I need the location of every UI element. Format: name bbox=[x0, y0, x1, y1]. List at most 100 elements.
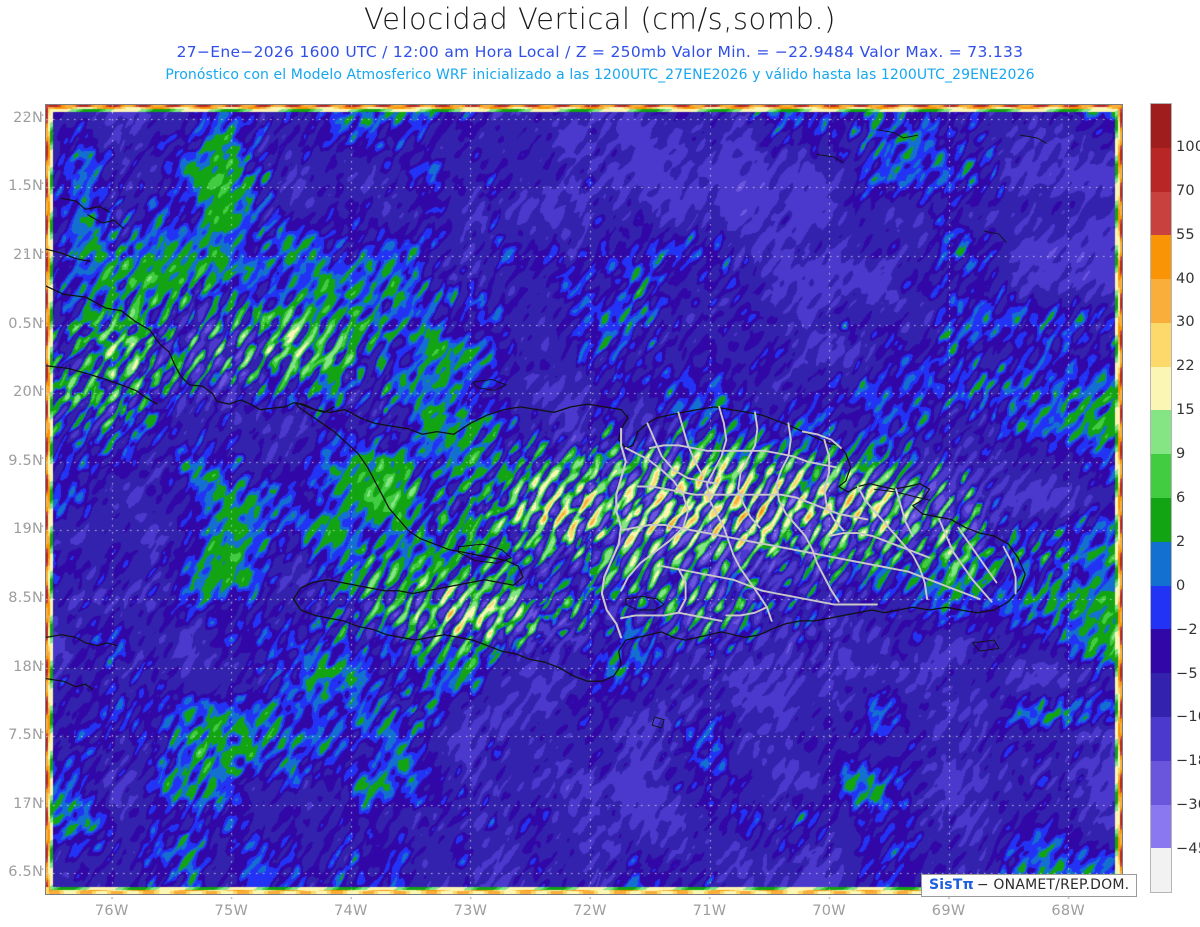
lat-tick-label: 8.5N bbox=[8, 589, 43, 606]
province-border bbox=[737, 411, 761, 529]
lon-tick-label: 71W bbox=[692, 903, 727, 919]
keys-n2 bbox=[816, 153, 844, 164]
province-border bbox=[801, 430, 842, 449]
colorbar-tick-label: 30 bbox=[1176, 314, 1195, 331]
colorbar-tick-label: −5 bbox=[1176, 665, 1198, 682]
colorbar-tick-label: 100 bbox=[1176, 138, 1200, 155]
colorbar-tick-label: 2 bbox=[1176, 533, 1186, 550]
colorbar-segment bbox=[1151, 147, 1171, 192]
lat-tick-dots: ··· bbox=[23, 656, 49, 673]
colorbar-tick-label: −10 bbox=[1176, 709, 1200, 726]
colorbar[interactable] bbox=[1150, 103, 1172, 893]
province-border bbox=[725, 606, 768, 617]
keys-n bbox=[876, 129, 919, 139]
hispaniola-coastline bbox=[292, 402, 1026, 682]
province-border bbox=[646, 422, 718, 485]
lat-tick-label: 18N bbox=[13, 658, 43, 675]
lat-tick-dots: ··· bbox=[23, 244, 49, 261]
colorbar-segment bbox=[1151, 366, 1171, 411]
lat-tick-label: 19N bbox=[13, 521, 43, 538]
lat-tick-label: 0.5N bbox=[8, 315, 43, 332]
colorbar-segment bbox=[1151, 541, 1171, 586]
province-border bbox=[1002, 545, 1017, 595]
samana-peninsula bbox=[874, 488, 930, 501]
colorbar-tick-label: 40 bbox=[1176, 270, 1195, 287]
province-border bbox=[648, 444, 838, 469]
colorbar-segment bbox=[1151, 191, 1171, 236]
province-border bbox=[660, 565, 878, 606]
colorbar-segment bbox=[1151, 498, 1171, 542]
province-border bbox=[957, 526, 998, 584]
turks-caicos bbox=[984, 230, 1007, 243]
beata-island bbox=[651, 716, 665, 729]
keys-ne bbox=[1019, 134, 1048, 144]
lat-tick-dots: ··· bbox=[23, 313, 49, 330]
lon-tick-mark: · bbox=[946, 891, 956, 907]
lat-tick-label: 1.5N bbox=[8, 178, 43, 195]
lon-tick-label: 72W bbox=[573, 903, 607, 919]
lat-tick-label: 6.5N bbox=[8, 864, 43, 881]
colorbar-segment bbox=[1151, 804, 1171, 849]
tortuga-island bbox=[472, 378, 507, 391]
saona-island bbox=[972, 639, 1000, 652]
colorbar-tick-label: 6 bbox=[1176, 490, 1186, 506]
province-border bbox=[620, 523, 981, 600]
colorbar-segment bbox=[1151, 760, 1171, 805]
lon-tick-label: 76W bbox=[94, 903, 129, 919]
lat-tick-label: 22N bbox=[13, 109, 43, 126]
lat-tick-dots: ··· bbox=[23, 107, 49, 124]
lon-tick-mark: · bbox=[707, 891, 717, 907]
lon-tick-mark: · bbox=[348, 891, 358, 907]
lon-tick-label: 68W bbox=[1051, 903, 1086, 919]
map-overlay bbox=[46, 129, 1048, 729]
lon-tick-label: 73W bbox=[453, 903, 488, 919]
lat-tick-dots: ··· bbox=[23, 519, 49, 536]
lat-tick-label: 7.5N bbox=[8, 727, 43, 744]
province-border bbox=[895, 488, 914, 537]
watermark-agency: − ONAMET/REP.DOM. bbox=[976, 877, 1130, 893]
lon-tick-mark: · bbox=[587, 891, 597, 907]
colorbar-tick-label: 15 bbox=[1176, 402, 1195, 419]
jamaica-south-coast bbox=[46, 678, 94, 691]
colorbar-tick-label: −18 bbox=[1176, 753, 1200, 770]
colorbar-tick-label: −2 bbox=[1176, 621, 1198, 638]
colorbar-segment bbox=[1151, 104, 1171, 148]
page-title: Velocidad Vertical (cm/s,somb.) bbox=[364, 2, 836, 36]
colorbar-segment bbox=[1151, 629, 1171, 674]
cuba-coastline bbox=[46, 285, 335, 414]
colorbar-tick-label: 22 bbox=[1176, 358, 1195, 375]
subtitle-model-info: Pronóstico con el Modelo Atmosferico WRF… bbox=[165, 67, 1035, 83]
watermark-badge: SisTπ − ONAMET/REP.DOM. bbox=[921, 874, 1138, 897]
province-border bbox=[620, 611, 723, 622]
lat-tick-label: 9.5N bbox=[8, 452, 43, 469]
province-border bbox=[856, 485, 929, 600]
lat-tick-dots: ··· bbox=[23, 862, 49, 879]
lat-tick-dots: ··· bbox=[23, 176, 49, 193]
colorbar-segment bbox=[1151, 673, 1171, 717]
jamaica-north-coast bbox=[46, 634, 118, 647]
lat-tick-dots: ··· bbox=[23, 793, 49, 810]
lon-tick-mark: · bbox=[1066, 891, 1075, 907]
province-border bbox=[620, 447, 689, 592]
colorbar-tick-label: 0 bbox=[1176, 577, 1186, 594]
lon-tick-label: 70W bbox=[812, 903, 846, 919]
haiti-dr-border bbox=[600, 427, 627, 639]
lon-tick-mark: · bbox=[229, 891, 238, 907]
lat-tick-label: 21N bbox=[13, 246, 43, 263]
map-plot-area[interactable] bbox=[45, 104, 1123, 895]
lon-tick-label: 69W bbox=[931, 903, 966, 919]
lon-tick-mark: · bbox=[109, 891, 119, 907]
lon-tick-label: 74W bbox=[334, 903, 368, 919]
subtitle-run-info: 27−Ene−2026 1600 UTC / 12:00 am Hora Loc… bbox=[176, 43, 1024, 61]
lat-tick-label: 20N bbox=[13, 384, 43, 401]
lat-tick-dots: ··· bbox=[23, 450, 49, 467]
lat-tick-dots: ··· bbox=[23, 587, 49, 604]
lon-tick-mark: · bbox=[468, 891, 478, 907]
colorbar-tick-label: −45 bbox=[1176, 841, 1200, 858]
lat-tick-dots: ··· bbox=[23, 382, 49, 399]
province-border bbox=[823, 438, 845, 532]
colorbar-segment bbox=[1151, 454, 1171, 499]
vertical-velocity-shading bbox=[46, 105, 1122, 894]
province-border bbox=[677, 567, 687, 614]
